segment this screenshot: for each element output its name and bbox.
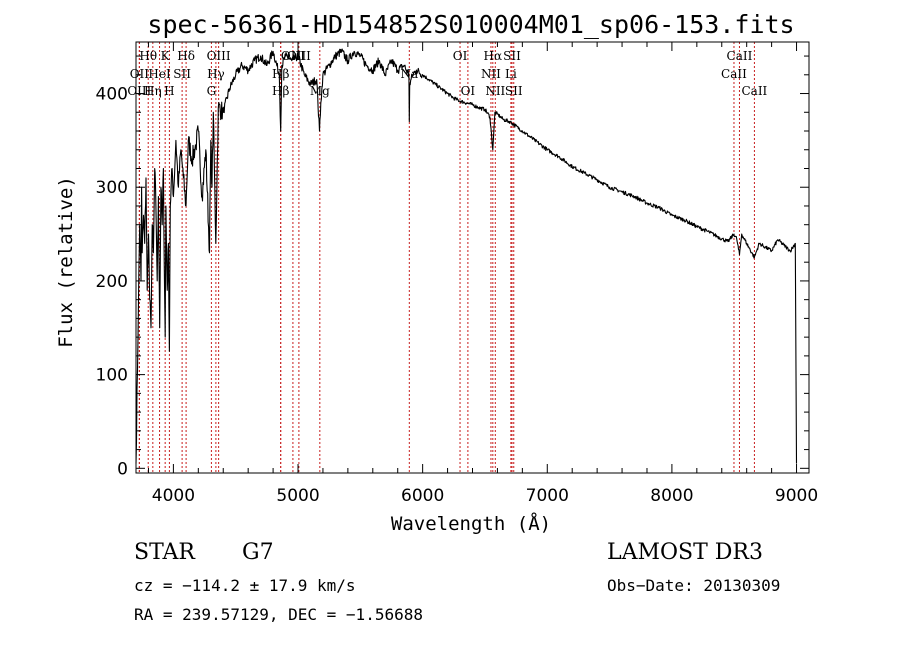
spectral-line-label: SII bbox=[505, 84, 523, 98]
object-subclass: G7 bbox=[242, 540, 274, 565]
y-axis-label: Flux (relative) bbox=[55, 176, 77, 348]
chart-title: spec-56361-HD154852S010004M01_sp06-153.f… bbox=[147, 10, 794, 39]
x-axis-label: Wavelength (Å) bbox=[391, 512, 551, 535]
y-tick-label: 100 bbox=[96, 366, 128, 386]
y-tick-label: 0 bbox=[117, 459, 128, 479]
flux-series-line bbox=[135, 48, 798, 464]
spectral-line-label: Na bbox=[400, 67, 418, 81]
spectral-line-label: Hβ bbox=[272, 67, 289, 81]
plot-frame bbox=[135, 41, 810, 474]
x-tick-label: 4000 bbox=[152, 486, 195, 506]
spectral-line-label: SII bbox=[503, 49, 521, 63]
observation-date: Obs−Date: 20130309 bbox=[607, 576, 781, 595]
spectral-line-label: Hγ bbox=[207, 67, 225, 81]
spectral-line-label: OI bbox=[461, 84, 476, 98]
y-tick-label: 400 bbox=[96, 85, 128, 105]
object-class: STAR bbox=[134, 540, 195, 565]
spectral-line-label: CaII bbox=[727, 49, 753, 63]
spectral-line-label: Hβ bbox=[272, 84, 289, 98]
spectral-line-label: NII bbox=[485, 84, 505, 98]
spectral-line-label: Li bbox=[505, 67, 517, 81]
spectral-line-label: OIII bbox=[207, 49, 231, 63]
spectral-line-label: OII bbox=[130, 67, 150, 81]
y-axis: 0 100 200 300 400 bbox=[96, 55, 809, 479]
x-tick-label: 9000 bbox=[775, 486, 818, 506]
spectral-line-label: Hθ bbox=[139, 49, 157, 63]
x-tick-label: 5000 bbox=[276, 486, 319, 506]
spectral-line-label: Hα bbox=[484, 49, 503, 63]
spectral-line-label: Hη bbox=[144, 84, 162, 98]
redshift-velocity: cz = −114.2 ± 17.9 km/s bbox=[134, 576, 356, 595]
x-tick-label: 6000 bbox=[401, 486, 444, 506]
x-tick-label: 8000 bbox=[650, 486, 693, 506]
survey-release: LAMOST DR3 bbox=[607, 540, 763, 565]
spectral-line-label: NII bbox=[481, 67, 501, 81]
x-tick-label: 7000 bbox=[526, 486, 569, 506]
spectral-line-label: Mg bbox=[310, 84, 330, 98]
spectral-line-label: Hδ bbox=[177, 49, 195, 63]
spectral-line-label: HeI bbox=[148, 67, 171, 81]
spectral-line-label: OI bbox=[453, 49, 468, 63]
spectral-line-label: K bbox=[161, 49, 171, 63]
y-tick-label: 200 bbox=[96, 272, 128, 292]
spectral-line-label: CaII bbox=[721, 67, 747, 81]
spectral-line-label: SII bbox=[173, 67, 191, 81]
y-tick-label: 300 bbox=[96, 178, 128, 198]
spectral-line-label: G bbox=[207, 84, 217, 98]
x-axis: 4000 5000 6000 7000 8000 9000 bbox=[147, 42, 818, 506]
spectral-line-label: OIII bbox=[127, 84, 151, 98]
line-markers bbox=[138, 42, 755, 473]
spectral-line-label: CaII bbox=[741, 84, 767, 98]
spectral-line-label: H bbox=[164, 84, 174, 98]
coordinates: RA = 239.57129, DEC = −1.56688 bbox=[134, 605, 423, 624]
